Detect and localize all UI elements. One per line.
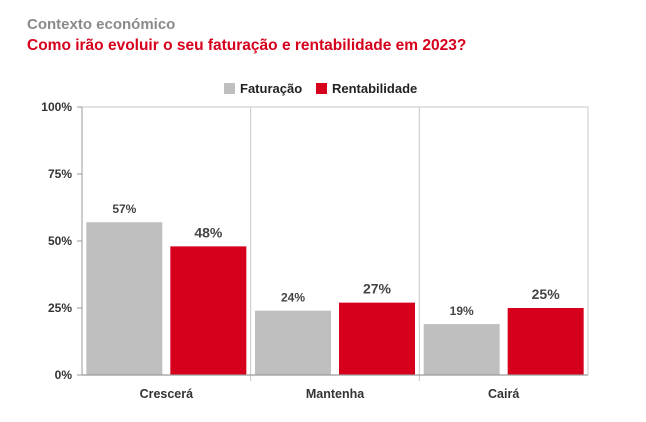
bar-rentabilidade <box>170 246 247 375</box>
y-tick-label: 50% <box>48 234 72 248</box>
y-tick-label: 100% <box>41 100 72 114</box>
x-category-label: Cairá <box>488 387 519 401</box>
bar-faturação <box>86 222 163 375</box>
y-tick-label: 75% <box>48 167 72 181</box>
data-label: 27% <box>363 281 392 297</box>
x-category-label: Crescerá <box>140 387 194 401</box>
y-tick-label: 0% <box>55 368 73 382</box>
y-tick-label: 25% <box>48 301 72 315</box>
bar-rentabilidade <box>507 308 584 375</box>
bar-faturação <box>423 324 500 375</box>
legend-label-faturação: Faturação <box>240 81 302 96</box>
legend-label-rentabilidade: Rentabilidade <box>332 81 417 96</box>
bar-rentabilidade <box>339 302 415 375</box>
data-label: 19% <box>450 304 474 318</box>
chart-kicker: Contexto económico <box>27 16 176 33</box>
legend-swatch-faturação <box>224 83 235 94</box>
data-label: 48% <box>194 224 223 240</box>
data-label: 25% <box>532 286 561 302</box>
bar-faturação <box>255 310 331 375</box>
data-label: 24% <box>281 291 305 305</box>
chart-title: Como irão evoluir o seu faturação e rent… <box>27 37 467 54</box>
x-category-label: Mantenha <box>306 387 365 401</box>
data-label: 57% <box>112 202 136 216</box>
legend-swatch-rentabilidade <box>316 83 327 94</box>
